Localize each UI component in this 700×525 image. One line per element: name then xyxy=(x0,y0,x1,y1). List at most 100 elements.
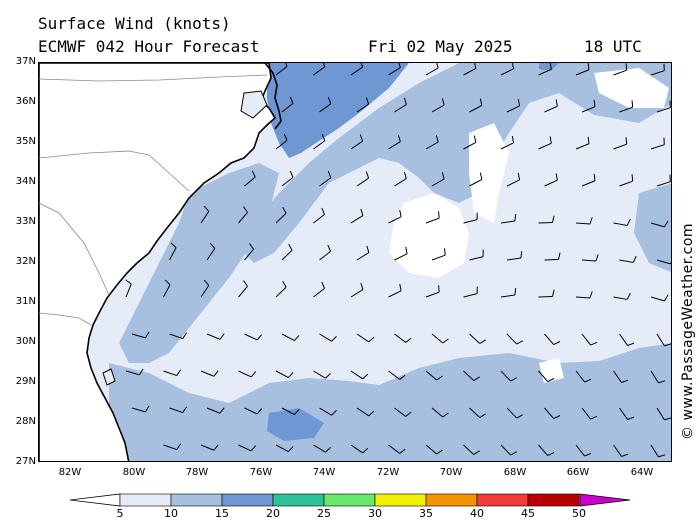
colorbar-label-20: 20 xyxy=(266,507,280,520)
wind-barb-staff xyxy=(200,370,215,377)
wind-barb-feather xyxy=(520,251,523,259)
wind-barb-feather xyxy=(327,97,332,104)
wind-barb-staff xyxy=(431,104,445,113)
wind-barb-feather xyxy=(170,242,177,249)
chart-title: Surface Wind (knots) xyxy=(38,14,231,33)
wind-barb-staff xyxy=(388,290,402,298)
wind-barb-staff xyxy=(275,370,289,379)
wind-barb-feather xyxy=(219,407,225,414)
wind-barb-staff xyxy=(425,67,439,76)
wind-barb-feather xyxy=(555,173,558,181)
wind-barb-feather xyxy=(517,98,521,106)
wind-barb-staff xyxy=(394,407,406,417)
wind-barb-feather xyxy=(589,291,593,299)
wind-barb-feather xyxy=(595,254,599,262)
wind-barb-feather xyxy=(289,96,294,104)
wind-barb-staff xyxy=(506,257,521,261)
wind-barb-feather xyxy=(511,135,515,143)
wind-barb-staff xyxy=(613,143,627,150)
wind-barb-staff xyxy=(169,333,183,340)
wind-barb-feather xyxy=(510,377,518,382)
wind-barb-staff xyxy=(388,444,400,454)
wind-barb-staff xyxy=(544,179,558,187)
wind-barb-staff xyxy=(238,444,252,452)
wind-barb-staff xyxy=(538,444,549,456)
wind-barb-staff xyxy=(619,407,628,420)
wind-barb-staff xyxy=(356,333,369,343)
wind-barb-feather xyxy=(398,63,401,68)
wind-barb-staff xyxy=(538,68,552,76)
wind-barb-staff xyxy=(200,285,210,298)
wind-barb-feather xyxy=(473,450,480,455)
lat-label-27n: 27N xyxy=(15,456,36,467)
wind-barb-staff xyxy=(313,287,325,298)
wind-map xyxy=(38,62,672,462)
wind-barb-feather xyxy=(626,292,631,300)
wind-barb-feather xyxy=(365,97,370,105)
wind-barb-feather xyxy=(182,332,188,339)
wind-barb-staff xyxy=(125,283,132,298)
wind-barb-staff xyxy=(206,333,221,340)
wind-barb-feather xyxy=(631,100,634,108)
wind-barb-feather xyxy=(625,137,628,145)
wind-barb-staff xyxy=(650,296,665,302)
wind-barb-staff xyxy=(394,104,407,113)
wind-barb-feather xyxy=(479,413,486,418)
wind-barb-feather xyxy=(403,171,407,179)
wind-barb-staff xyxy=(656,107,671,113)
wind-barb-staff xyxy=(506,333,518,345)
wind-barb-feather xyxy=(627,342,635,346)
wind-barb-staff xyxy=(575,222,591,225)
wind-barb-feather xyxy=(517,172,521,180)
wind-barb-staff xyxy=(356,407,369,417)
wind-barb-feather xyxy=(243,206,248,213)
wind-barb-feather xyxy=(322,63,326,67)
colorbar-box xyxy=(170,493,223,507)
wind-barb-staff xyxy=(656,181,671,187)
wind-barb-feather xyxy=(289,170,294,178)
wind-map-svg xyxy=(39,63,671,461)
wind-barb-feather xyxy=(209,242,216,249)
wind-barb-staff xyxy=(169,407,183,414)
wind-barb-feather xyxy=(176,443,182,450)
wind-barb-feather xyxy=(293,409,300,415)
wind-barb-staff xyxy=(275,286,287,298)
wind-barb-staff xyxy=(650,222,665,228)
wind-barb-staff xyxy=(163,284,171,298)
wind-barb-feather xyxy=(436,449,443,455)
wind-barb-staff xyxy=(281,176,294,187)
wind-barb-staff xyxy=(281,249,293,261)
calm-patch-ne xyxy=(594,68,669,108)
wind-barb-feather xyxy=(325,446,331,453)
wind-barb-feather xyxy=(145,405,150,413)
wind-barb-feather xyxy=(250,371,257,378)
wind-barb-feather xyxy=(362,373,369,380)
wind-barb-feather xyxy=(516,340,524,345)
lat-label-36n: 36N xyxy=(15,96,36,107)
lat-label-37n: 37N xyxy=(15,56,36,67)
wind-barb-staff xyxy=(238,211,248,224)
wind-barb-feather xyxy=(405,337,412,343)
wind-barb-feather xyxy=(664,343,671,347)
wind-barb-staff xyxy=(200,211,210,224)
wind-barb-feather xyxy=(397,134,401,142)
wind-barb-staff xyxy=(394,253,408,261)
wind-barb-staff xyxy=(656,333,665,347)
wind-barb-staff xyxy=(350,444,363,454)
wind-barb-staff xyxy=(500,68,514,76)
lat-label-29n: 29N xyxy=(15,376,36,387)
wind-barb-staff xyxy=(463,293,478,298)
lon-label-82w: 82W xyxy=(58,467,82,478)
wind-barb-staff xyxy=(281,333,295,342)
wind-barb-staff xyxy=(538,370,549,382)
wind-barb-staff xyxy=(581,259,597,262)
wind-barb-feather xyxy=(511,63,515,69)
wind-band-medium-coast xyxy=(119,163,279,363)
wind-barb-feather xyxy=(584,378,592,383)
lat-label-28n: 28N xyxy=(15,416,36,427)
wind-barb-staff xyxy=(575,444,586,457)
wind-barb-staff xyxy=(350,215,364,224)
wind-barb-feather xyxy=(125,279,132,285)
wind-barb-feather xyxy=(282,206,287,214)
colorbar-label-25: 25 xyxy=(317,507,331,520)
